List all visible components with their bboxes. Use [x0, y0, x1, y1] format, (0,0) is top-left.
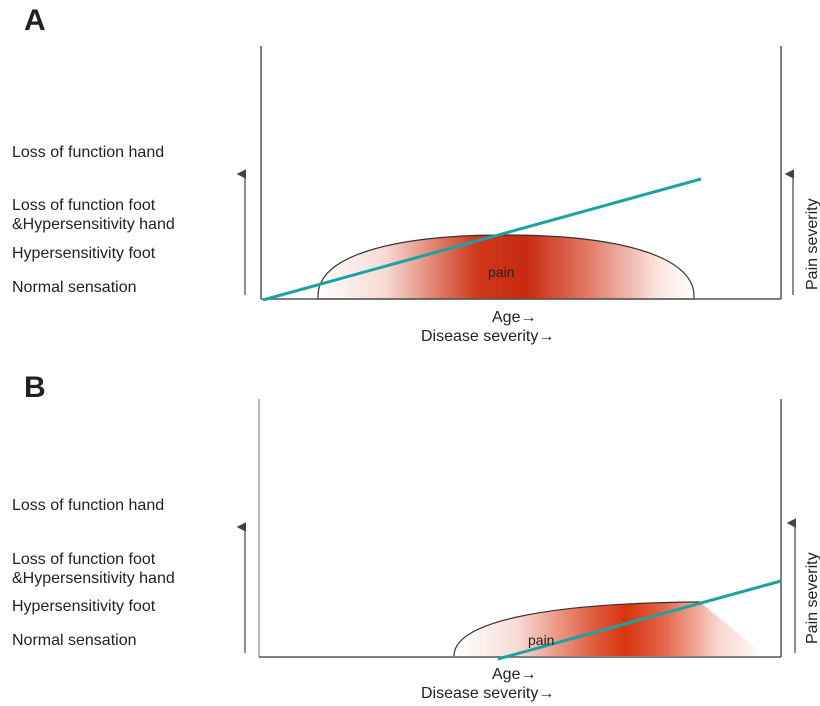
plot-area — [236, 399, 797, 661]
panel-a: A Loss of function hand — [12, 4, 820, 345]
level-loss-function-hand: Loss of function hand — [12, 497, 165, 514]
right-label-pain-severity: Pain severity — [804, 552, 820, 644]
x-label-age: Age→ — [492, 309, 537, 326]
plot-area — [236, 46, 795, 302]
level-hypersensitivity-foot: Hypersensitivity foot — [12, 245, 156, 262]
pain-label: pain — [528, 632, 555, 648]
level-normal-sensation: Normal sensation — [12, 632, 137, 649]
x-label-age: Age→ — [492, 666, 537, 683]
progression-line — [262, 177, 702, 302]
level-loss-function-foot: Loss of function foot — [12, 551, 156, 568]
panel-b: B Loss of function h — [0, 353, 820, 706]
panel-letter: A — [24, 4, 46, 37]
level-normal-sensation: Normal sensation — [12, 279, 137, 296]
level-loss-function-foot: Loss of function foot — [12, 197, 156, 214]
x-label-disease-severity: Disease severity→ — [421, 328, 555, 345]
level-hypersensitivity-foot: Hypersensitivity foot — [12, 598, 156, 615]
right-label-pain-severity: Pain severity — [804, 198, 820, 290]
pain-region-outline — [453, 601, 701, 657]
pain-label: pain — [488, 264, 515, 280]
progression-line — [497, 579, 782, 661]
panel-letter: B — [24, 371, 46, 404]
level-hypersensitivity-hand: &Hypersensitivity hand — [12, 570, 175, 587]
level-loss-function-hand: Loss of function hand — [12, 144, 165, 161]
pain-region — [317, 234, 695, 300]
level-hypersensitivity-hand: &Hypersensitivity hand — [12, 216, 175, 233]
x-label-disease-severity: Disease severity→ — [421, 685, 555, 702]
